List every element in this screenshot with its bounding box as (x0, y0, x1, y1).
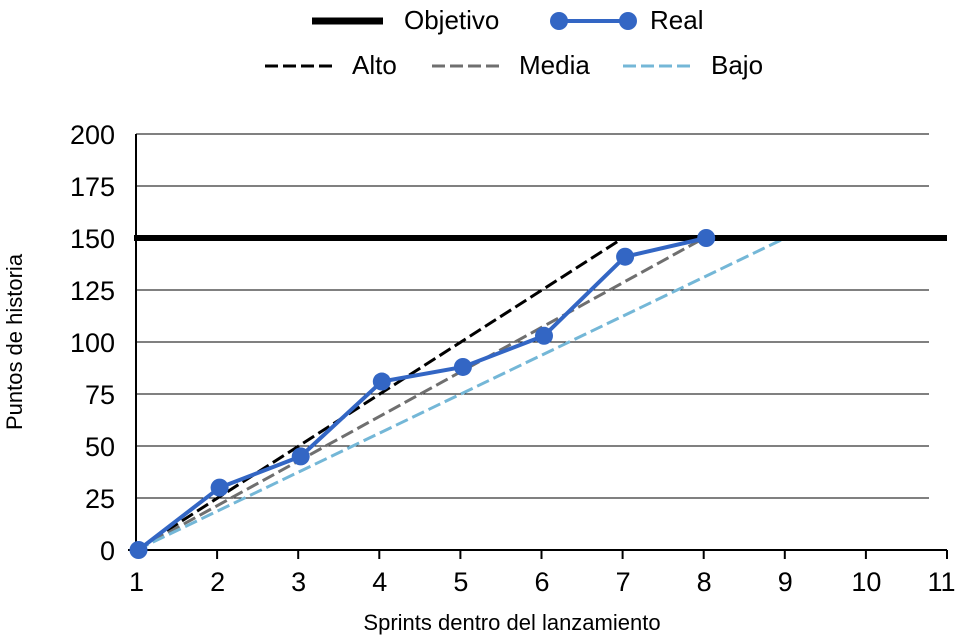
data-point-real (616, 247, 635, 266)
series-layer (129, 229, 947, 559)
y-tick-label: 100 (70, 328, 115, 358)
data-point-real (535, 326, 553, 345)
legend: Objetivo Real Alto Media Bajo (265, 5, 763, 80)
grid-lines (136, 133, 929, 499)
legend-swatch-real-marker (550, 12, 568, 30)
data-point-real (697, 229, 716, 247)
legend-label-objetivo: Objetivo (404, 5, 499, 35)
data-point-real (453, 357, 472, 376)
x-tick-label: 2 (210, 567, 225, 597)
y-axis-title: Puntos de historia (2, 253, 27, 430)
y-tick-label: 75 (85, 380, 115, 410)
x-tick-label: 8 (697, 567, 712, 597)
x-tick-label: 3 (291, 567, 306, 597)
x-tick-label: 1 (129, 567, 144, 597)
x-tick-label: 5 (453, 567, 468, 597)
data-point-real (210, 478, 229, 497)
x-tick-label: 6 (534, 567, 549, 597)
x-tick-label: 4 (372, 567, 387, 597)
axes (128, 134, 948, 559)
legend-swatch-real-marker (619, 12, 637, 30)
series-line-alto (135, 236, 624, 552)
legend-label-bajo: Bajo (711, 50, 763, 80)
y-tick-label: 200 (70, 120, 115, 150)
x-tick-label: 11 (927, 567, 955, 597)
x-tick-label: 9 (778, 567, 793, 597)
data-point-real (291, 447, 310, 466)
data-point-real (129, 541, 148, 559)
x-tick-label: 7 (616, 567, 631, 597)
legend-label-real: Real (650, 5, 703, 35)
series-line-real (137, 236, 707, 552)
legend-label-media: Media (519, 50, 590, 80)
legend-label-alto: Alto (352, 50, 397, 80)
x-tick-label: 10 (851, 567, 881, 597)
data-point-real (372, 372, 391, 391)
y-tick-label: 50 (85, 432, 115, 462)
series-line-bajo (135, 236, 786, 552)
y-tick-label: 25 (85, 484, 115, 514)
y-tick-label: 0 (100, 536, 115, 566)
y-tick-label: 150 (70, 224, 115, 254)
y-tick-label: 125 (70, 276, 115, 306)
tick-labels: 0 25 50 75 100 125 150 175 200 1 2 3 4 5 6 7 8 9 10 11 (70, 120, 956, 597)
y-tick-label: 175 (70, 172, 115, 202)
x-axis-title: Sprints dentro del lanzamiento (363, 610, 660, 635)
